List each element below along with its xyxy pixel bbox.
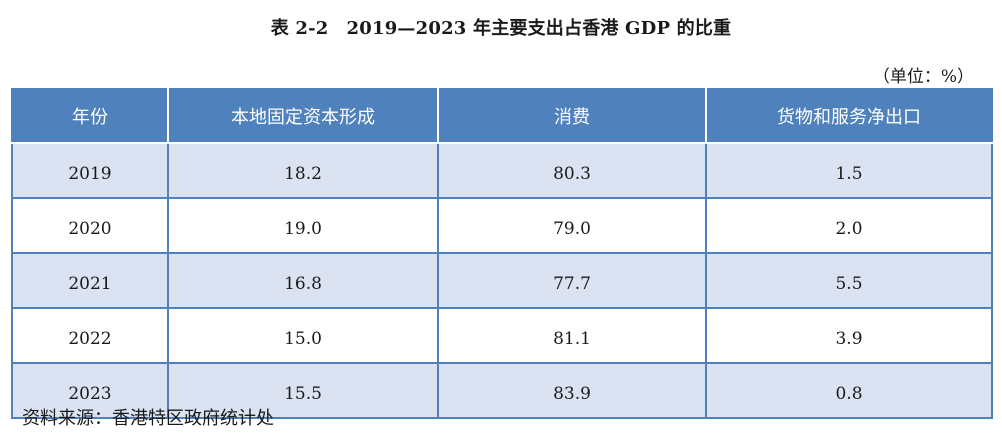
cell-year: 2019 — [12, 142, 168, 198]
cell-consumption: 79.0 — [437, 197, 706, 253]
source-note: 资料来源：香港特区政府统计处 — [22, 408, 274, 429]
cell-net-exports: 5.5 — [705, 252, 992, 308]
cell-net-exports: 2.0 — [705, 197, 992, 253]
table-row: 2022 15.0 81.1 3.9 — [12, 307, 992, 363]
unit-label: （单位：%） — [872, 67, 974, 87]
cell-consumption: 80.3 — [437, 142, 706, 198]
cell-fixed-capital: 16.8 — [167, 252, 438, 308]
header-net-exports: 货物和服务净出口 — [705, 89, 992, 144]
cell-year: 2021 — [12, 252, 168, 308]
cell-net-exports: 3.9 — [705, 307, 992, 363]
table-caption: 2019—2023 年主要支出占香港 GDP 的比重 — [346, 18, 732, 39]
cell-fixed-capital: 18.2 — [167, 142, 438, 198]
table-row: 2021 16.8 77.7 5.5 — [12, 252, 992, 308]
table-row: 2020 19.0 79.0 2.0 — [12, 197, 992, 253]
header-consumption: 消费 — [437, 89, 706, 144]
table-number: 表 2-2 — [270, 18, 329, 39]
cell-fixed-capital: 19.0 — [167, 197, 438, 253]
cell-year: 2020 — [12, 197, 168, 253]
cell-year: 2023 — [12, 362, 168, 418]
table-row: 2023 15.5 83.9 0.8 — [12, 362, 992, 418]
cell-consumption: 83.9 — [437, 362, 706, 418]
cell-consumption: 81.1 — [437, 307, 706, 363]
header-year: 年份 — [12, 89, 168, 144]
cell-consumption: 77.7 — [437, 252, 706, 308]
table-title: 表 2-2 2019—2023 年主要支出占香港 GDP 的比重 — [0, 14, 1002, 40]
cell-net-exports: 0.8 — [705, 362, 992, 418]
table-row: 2019 18.2 80.3 1.5 — [12, 142, 992, 198]
header-fixed-capital: 本地固定资本形成 — [167, 89, 438, 144]
cell-year: 2022 — [12, 307, 168, 363]
cell-fixed-capital: 15.5 — [167, 362, 438, 418]
header-row: 年份 本地固定资本形成 消费 货物和服务净出口 — [12, 89, 992, 144]
cell-net-exports: 1.5 — [705, 142, 992, 198]
cell-fixed-capital: 15.0 — [167, 307, 438, 363]
data-table: 年份 本地固定资本形成 消费 货物和服务净出口 2019 18.2 80.3 1… — [11, 88, 993, 419]
